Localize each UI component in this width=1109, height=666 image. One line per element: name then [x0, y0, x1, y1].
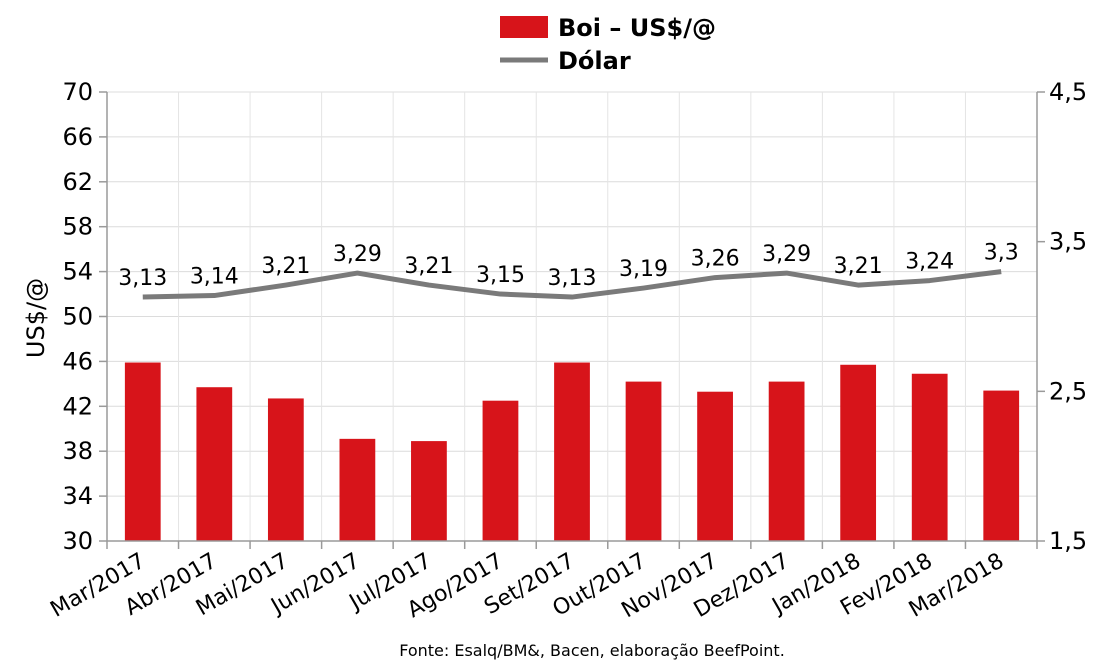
y-tick-label: 54: [62, 258, 93, 286]
y-tick-label: 38: [62, 437, 93, 465]
y2-tick-label: 4,5: [1049, 78, 1087, 106]
bar-series: [124, 362, 1020, 541]
legend-swatch-boi: [500, 16, 548, 38]
y-tick-label: 42: [62, 392, 93, 420]
y-tick-label: 50: [62, 303, 93, 331]
bar: [983, 390, 1020, 541]
y2-tick-label: 3,5: [1049, 228, 1087, 256]
data-label: 3,3: [984, 241, 1019, 266]
bar: [196, 387, 233, 541]
y-tick-label: 34: [62, 482, 93, 510]
bar: [411, 441, 447, 541]
data-labels: 3,13 3,14 3,21 3,29 3,21 3,15 3,13 3,19 3,26 3,29…: [118, 241, 1018, 291]
data-label: 3,24: [905, 250, 954, 275]
bar: [124, 362, 161, 541]
bar: [267, 398, 304, 541]
bar: [840, 364, 877, 541]
data-label: 3,19: [619, 257, 668, 282]
legend: Boi – US$/@ Dólar: [500, 14, 716, 75]
source-note: Fonte: Esalq/BM&, Bacen, elaboração Beef…: [399, 641, 785, 660]
data-label: 3,13: [548, 266, 597, 291]
bar: [625, 381, 662, 541]
data-label: 3,21: [834, 254, 883, 279]
data-label: 3,21: [404, 254, 453, 279]
legend-label-boi: Boi – US$/@: [558, 14, 716, 42]
y2-tick-label: 2,5: [1049, 377, 1087, 405]
bar: [339, 438, 376, 541]
bar: [482, 400, 519, 541]
line-series: [142, 269, 1002, 300]
x-axis-ticks: Mar/2017Abr/2017Mai/2017Jun/2017Jul/2017…: [46, 541, 1038, 623]
data-label: 3,29: [333, 242, 382, 267]
left-axis-ticks: 30 34 38 42 46 50 54 58 62 66 70: [62, 78, 107, 555]
y-tick-label: 30: [62, 527, 93, 555]
data-label: 3,15: [476, 263, 525, 288]
y-tick-label: 46: [62, 347, 93, 375]
y-tick-label: 62: [62, 168, 93, 196]
y-tick-label: 58: [62, 213, 93, 241]
data-label: 3,14: [190, 265, 239, 290]
y-tick-label: 70: [62, 78, 93, 106]
data-label: 3,26: [691, 247, 740, 272]
bar: [911, 373, 948, 541]
bar: [554, 362, 590, 541]
data-label: 3,21: [261, 254, 310, 279]
y2-tick-label: 1,5: [1049, 527, 1087, 555]
data-label: 3,29: [762, 242, 811, 267]
right-axis-ticks: 1,5 2,5 3,5 4,5: [1037, 78, 1087, 555]
legend-label-dolar: Dólar: [558, 47, 631, 75]
bar: [768, 381, 805, 541]
bar: [697, 391, 733, 541]
y-axis-title: US$/@: [22, 278, 50, 358]
data-label: 3,13: [118, 266, 167, 291]
dolar-line: [142, 269, 1002, 300]
y-tick-label: 66: [62, 123, 93, 151]
